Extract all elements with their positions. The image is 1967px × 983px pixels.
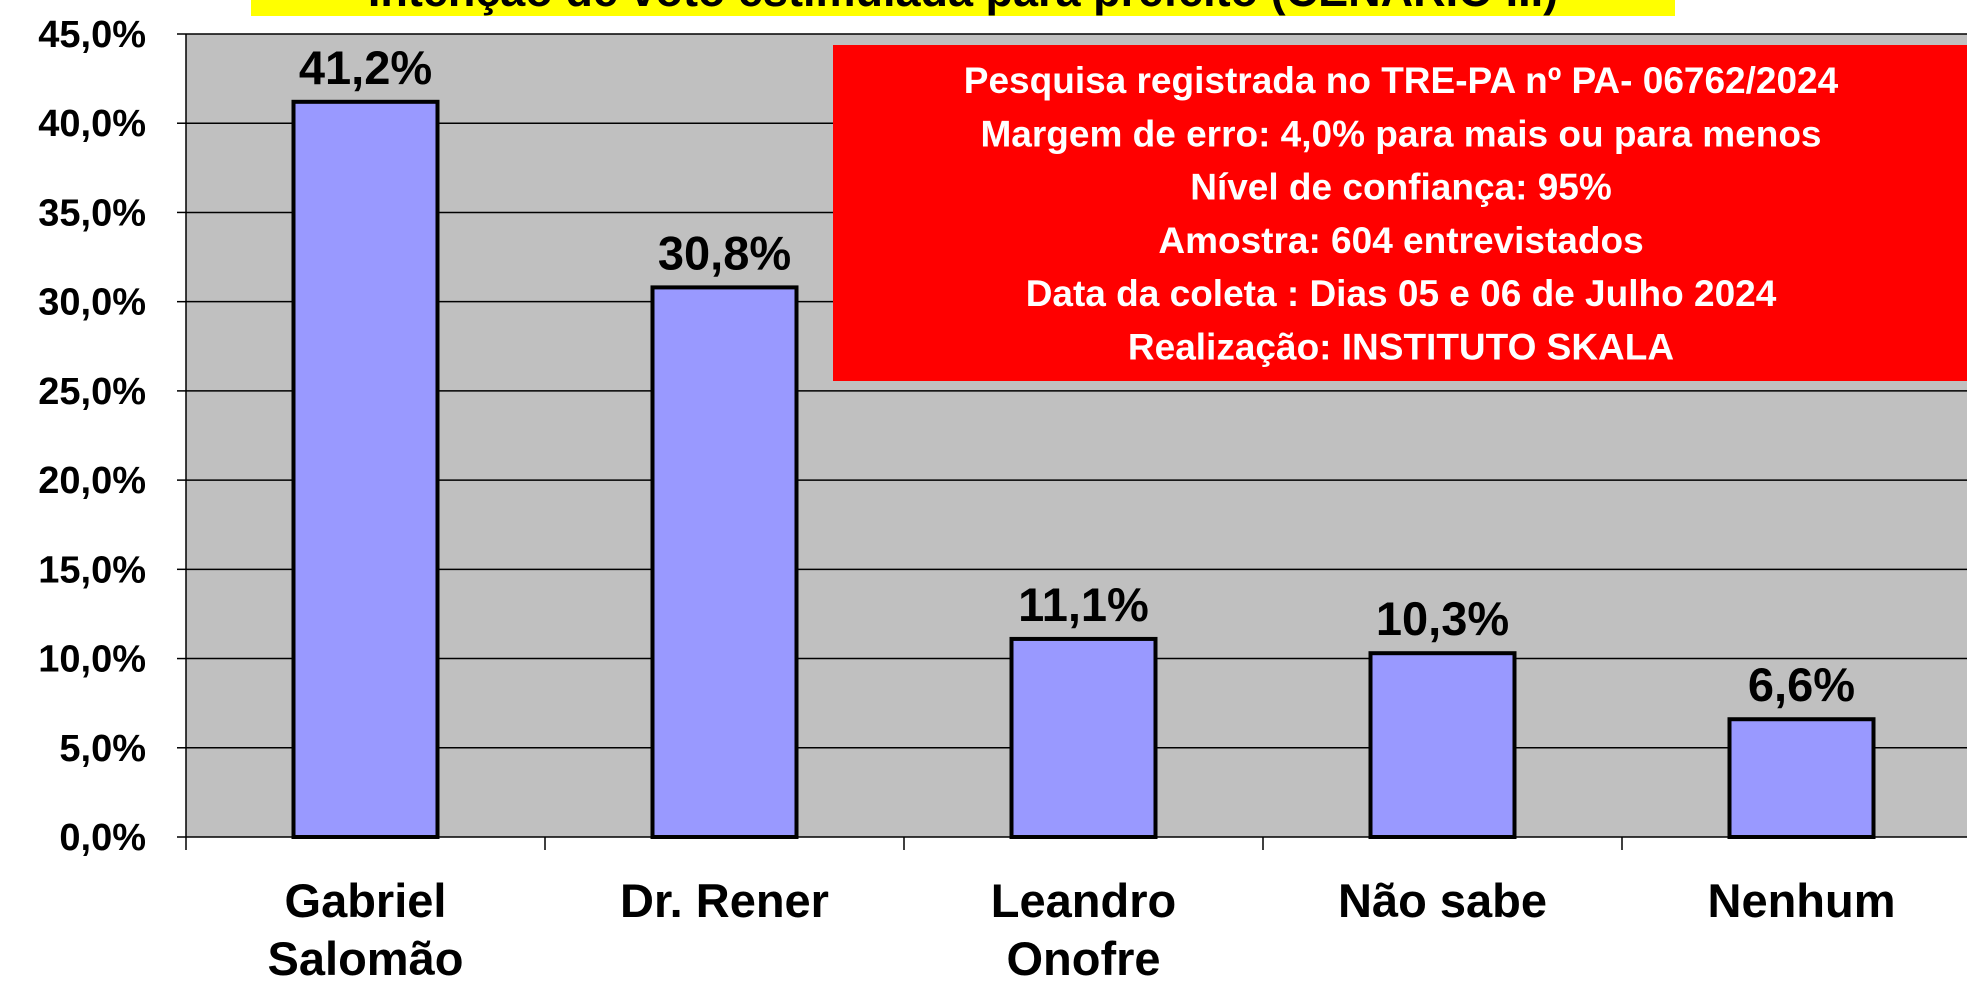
chart-title: Intenção de voto estimulada para prefeit… (368, 0, 1558, 16)
annotation-line: Pesquisa registrada no TRE-PA nº PA- 067… (964, 60, 1839, 101)
value-label: 10,3% (1376, 592, 1509, 645)
y-tick-label: 20,0% (38, 460, 146, 502)
y-tick-label: 10,0% (38, 639, 146, 681)
y-tick-label: 30,0% (38, 282, 146, 324)
x-tick-label-line: Dr. Rener (620, 874, 829, 927)
x-tick-label-line: Leandro (991, 874, 1176, 927)
x-tick-label-line: Não sabe (1338, 874, 1547, 927)
value-label: 11,1% (1018, 578, 1149, 631)
annotation-line: Nível de confiança: 95% (1190, 167, 1612, 208)
x-tick-label-line: Onofre (1006, 932, 1160, 983)
value-label: 30,8% (658, 226, 791, 279)
value-label: 41,2% (299, 41, 432, 94)
y-tick-label: 45,0% (38, 14, 146, 56)
x-tick-label: Nenhum (1708, 874, 1896, 927)
y-tick-label: 35,0% (38, 192, 146, 234)
bar (1727, 717, 1876, 840)
bar (291, 99, 440, 839)
annotation-line: Amostra: 604 entrevistados (1158, 220, 1643, 261)
x-tick-label: Dr. Rener (620, 874, 829, 927)
y-tick-label: 0,0% (59, 817, 146, 859)
y-tick-label: 25,0% (38, 371, 146, 413)
x-tick-label: Gabriel Salomão (268, 874, 464, 983)
annotation-line: Realização: INSTITUTO SKALA (1128, 327, 1674, 368)
y-tick-label: 5,0% (59, 728, 146, 770)
x-tick-label-line: Salomão (268, 932, 464, 983)
annotation-box (833, 45, 1967, 381)
x-tick-label: Não sabe (1338, 874, 1547, 927)
value-label: 6,6% (1748, 658, 1855, 711)
bar (1009, 636, 1158, 840)
title-highlight (251, 0, 1675, 16)
y-tick-label: 40,0% (38, 103, 146, 145)
x-tick-label: Leandro Onofre (991, 874, 1176, 983)
y-tick-label: 15,0% (38, 549, 146, 591)
bar (650, 285, 799, 839)
bar (1368, 651, 1517, 839)
annotation-line: Data da coleta : Dias 05 e 06 de Julho 2… (1026, 273, 1777, 314)
annotation-line: Margem de erro: 4,0% para mais ou para m… (980, 113, 1821, 154)
x-tick-label-line: Nenhum (1708, 874, 1896, 927)
x-tick-label-line: Gabriel (285, 874, 447, 927)
